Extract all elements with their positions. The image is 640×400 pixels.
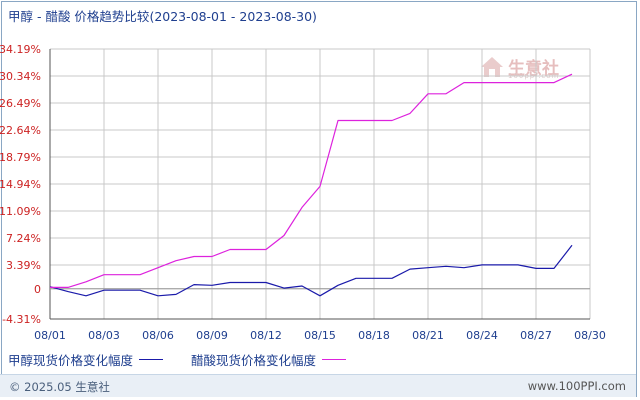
chart-legend: 甲醇现货价格变化幅度 醋酸现货价格变化幅度	[8, 350, 374, 369]
x-tick-label: 08/15	[304, 329, 336, 342]
x-tick-label: 08/18	[358, 329, 390, 342]
legend-item-acetic-acid: 醋酸现货价格变化幅度	[191, 350, 347, 369]
x-tick-label: 08/24	[466, 329, 498, 342]
x-tick-labels: 08/01 08/03 08/06 08/09 08/12 08/15 08/18 08/21…	[34, 329, 606, 342]
chart-title-range: (2023-08-01 - 2023-08-30)	[149, 9, 317, 24]
legend-label-methanol: 甲醇现货价格变化幅度	[8, 353, 134, 368]
legend-item-methanol: 甲醇现货价格变化幅度	[8, 350, 164, 369]
y-tick-label: 7.24%	[6, 232, 41, 245]
y-tick-label: 26.49%	[0, 97, 41, 110]
chart-title: 甲醇 - 醋酸 价格趋势比较(2023-08-01 - 2023-08-30)	[8, 6, 317, 25]
grid-lines	[49, 48, 591, 320]
chart-title-main: 甲醇 - 醋酸 价格趋势比较	[8, 9, 150, 24]
x-tick-label: 08/27	[520, 329, 552, 342]
x-tick-label: 08/21	[412, 329, 444, 342]
x-tick-label: 08/06	[142, 329, 174, 342]
series-line-acetic-acid	[50, 73, 573, 288]
legend-swatch-acetic-acid	[322, 359, 347, 360]
footer-site-link[interactable]: www.100PPI.com	[527, 379, 626, 393]
y-tick-label: 34.19%	[0, 43, 41, 56]
house-icon	[481, 56, 503, 77]
x-tick-label: 08/12	[250, 329, 282, 342]
x-tick-label: 08/03	[88, 329, 120, 342]
y-tick-label: 11.09%	[0, 205, 41, 218]
legend-label-acetic-acid: 醋酸现货价格变化幅度	[191, 353, 317, 368]
y-tick-label: 14.94%	[0, 178, 41, 191]
watermark-text: 生意社	[508, 59, 559, 79]
x-tick-label: 08/01	[34, 329, 66, 342]
y-tick-label: 30.34%	[0, 70, 41, 83]
y-tick-labels: 34.19% 30.34% 26.49% 22.64% 18.79% 14.94% 11.0…	[0, 43, 41, 326]
legend-swatch-methanol	[139, 359, 164, 360]
axes	[49, 49, 590, 320]
x-tick-label: 08/09	[196, 329, 228, 342]
footer-bar: © 2025.05 生意社 www.100PPI.com	[0, 374, 636, 397]
series-line-methanol	[49, 244, 573, 297]
y-tick-label: 22.64%	[0, 124, 41, 137]
x-tick-label: 08/30	[574, 329, 606, 342]
y-tick-label: 3.39%	[6, 259, 41, 272]
y-tick-label: -4.31%	[2, 313, 41, 326]
footer-copyright: © 2025.05 生意社	[9, 380, 110, 394]
series-lines	[49, 73, 573, 297]
y-tick-label: 18.79%	[0, 151, 41, 164]
y-tick-label: 0	[34, 283, 41, 296]
